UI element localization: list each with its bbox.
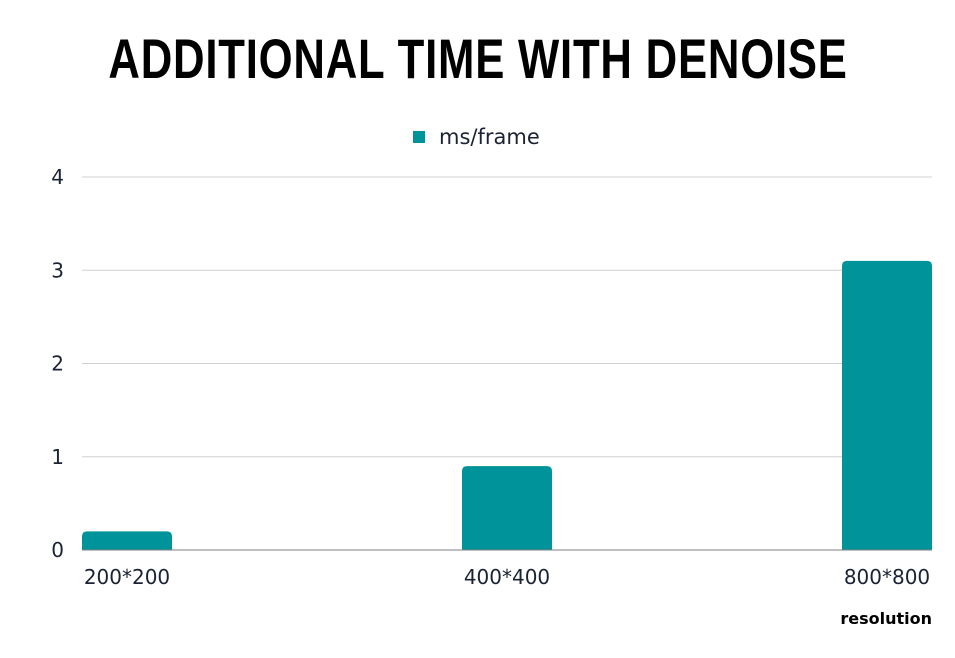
x-tick-label: 200*200 xyxy=(84,565,170,589)
legend-swatch xyxy=(413,131,425,143)
bar xyxy=(82,531,172,550)
y-tick-label: 4 xyxy=(51,165,64,189)
legend: ms/frame xyxy=(413,123,540,151)
x-axis-title: resolution xyxy=(840,609,932,628)
x-tick-label: 400*400 xyxy=(464,565,550,589)
y-tick-label: 3 xyxy=(51,258,64,282)
bar xyxy=(842,260,932,550)
bar xyxy=(462,466,552,550)
y-tick-label: 0 xyxy=(51,538,64,562)
x-tick-label: 800*800 xyxy=(844,565,930,589)
legend-label: ms/frame xyxy=(439,125,540,149)
chart-title: ADDITIONAL TIME WITH DENOISE xyxy=(108,27,848,90)
y-tick-label: 1 xyxy=(51,445,64,469)
y-tick-label: 2 xyxy=(51,352,64,376)
